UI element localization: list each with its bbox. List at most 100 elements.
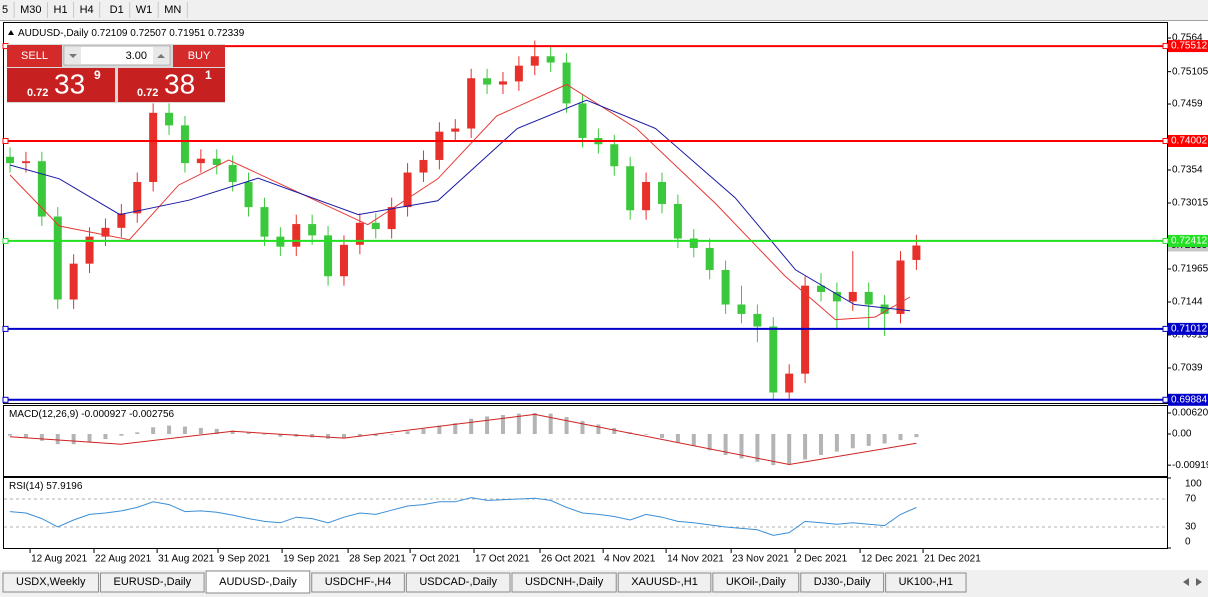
macd-bar: [373, 434, 378, 437]
tab[interactable]: [99, 572, 205, 593]
tab[interactable]: [885, 572, 967, 593]
candle-body: [371, 222, 380, 230]
low: 0.71951: [169, 28, 206, 39]
candle-body: [324, 235, 333, 277]
candle-body: [308, 224, 317, 236]
macd-bar: [914, 434, 919, 438]
close: 0.72339: [208, 28, 245, 39]
level-handle: [2, 396, 9, 403]
tab[interactable]: [205, 570, 311, 594]
macd-bar: [87, 434, 92, 443]
level-handle: [2, 237, 9, 244]
y-tick-label: 0.7459: [1172, 99, 1203, 110]
x-tick-label: 23 Nov 2021: [732, 554, 789, 565]
sell-price-box[interactable]: [7, 68, 115, 102]
candle-body: [848, 291, 857, 302]
timeframe-button[interactable]: MN: [164, 4, 181, 16]
up-arrow: [157, 54, 165, 58]
macd-bar: [834, 434, 839, 452]
candle-body: [53, 216, 62, 300]
x-tick-label: 14 Nov 2021: [667, 554, 724, 565]
y-tick-label: 0.7144: [1172, 297, 1203, 308]
price-chart: 0.7564 0.75105 0.7459 0.7354 0.73015 0.71965 0…: [2, 33, 1208, 406]
tab-scroll-left[interactable]: [1183, 578, 1189, 586]
candle-body: [260, 207, 269, 237]
tab[interactable]: [800, 572, 885, 593]
high: 0.72507: [130, 28, 167, 39]
candle-body: [514, 65, 523, 82]
candle-body: [228, 164, 237, 182]
macd-bar: [405, 431, 410, 435]
tab[interactable]: [2, 572, 99, 593]
rsi-value: 57.9196: [46, 481, 83, 492]
y-tick-label: 100: [1185, 479, 1202, 490]
timeframe-button[interactable]: H1: [54, 4, 68, 16]
macd-bar: [532, 413, 537, 435]
moving-average: [9, 99, 911, 312]
lots-field[interactable]: [63, 45, 171, 66]
y-tick-label: 30: [1185, 522, 1197, 533]
sell-button[interactable]: [7, 45, 62, 67]
macd-bar: [246, 432, 251, 435]
rsi-title: RSI(14): [9, 481, 43, 492]
candle-body: [912, 245, 921, 260]
x-tick-label: 31 Aug 2021: [158, 554, 215, 565]
x-tick-label: 9 Sep 2021: [219, 554, 271, 565]
candle-body: [387, 207, 396, 230]
y-tick-label: 0.7564: [1172, 33, 1203, 44]
candle-body: [864, 291, 873, 305]
candle-body: [69, 263, 78, 300]
macd-chart: 0.006201 0.00 -0.009197: [8, 408, 1208, 471]
macd-bar: [564, 417, 569, 435]
macd-bar: [119, 434, 124, 436]
macd-bar: [389, 434, 394, 435]
candle-body: [85, 236, 94, 264]
macd-bar: [707, 434, 712, 451]
macd-title: MACD(12,26,9): [9, 409, 78, 420]
macd-bar: [723, 434, 728, 456]
timeframe-button[interactable]: H4: [80, 4, 94, 16]
timeframe-button[interactable]: W1: [136, 4, 153, 16]
buy-price-box[interactable]: [118, 68, 225, 102]
tab[interactable]: [511, 572, 617, 593]
x-tick-label: 12 Aug 2021: [31, 554, 88, 565]
buy-button[interactable]: [173, 45, 225, 67]
moving-average: [9, 83, 911, 321]
x-tick-label: 17 Oct 2021: [475, 554, 530, 565]
y-tick-label: 0: [1185, 537, 1191, 548]
candle-body: [753, 313, 762, 327]
tab[interactable]: [405, 572, 511, 593]
tab[interactable]: [311, 572, 405, 593]
candle-body: [546, 56, 555, 63]
y-tick-label: 70: [1185, 494, 1197, 505]
open: 0.72109: [91, 28, 128, 39]
macd-bar: [103, 434, 108, 440]
candle-body: [705, 247, 714, 270]
macd-bar: [500, 415, 505, 435]
x-tick-label: 22 Aug 2021: [95, 554, 152, 565]
candle-body: [21, 161, 30, 164]
timeframe-button[interactable]: M30: [20, 4, 41, 16]
candle-body: [483, 78, 492, 85]
candle-body: [642, 181, 651, 211]
macd-bar: [421, 428, 426, 435]
y-tick-label: 0.7039: [1172, 363, 1203, 374]
tab[interactable]: [712, 572, 800, 593]
collapse-icon[interactable]: [8, 30, 14, 35]
lots-value: 3.00: [126, 50, 147, 62]
timeframe-button[interactable]: D1: [110, 4, 124, 16]
level-label-box: [1168, 234, 1208, 247]
level-handle: [1162, 325, 1169, 332]
candle-body: [419, 159, 428, 173]
x-tick-label: 4 Nov 2021: [604, 554, 656, 565]
tab-scroll-right[interactable]: [1196, 578, 1202, 586]
buy-prefix: 0.72: [137, 87, 158, 99]
macd-bar: [485, 416, 490, 435]
candle-body: [657, 181, 666, 204]
tab-label: USDCNH-,Daily: [525, 576, 604, 588]
macd-header: MACD(12,26,9) -0.000927 -0.002756: [9, 409, 175, 420]
timeframe-button[interactable]: 5: [2, 4, 8, 16]
x-tick-label: 2 Dec 2021: [796, 554, 848, 565]
tab[interactable]: [617, 572, 712, 593]
macd-bar: [437, 425, 442, 435]
